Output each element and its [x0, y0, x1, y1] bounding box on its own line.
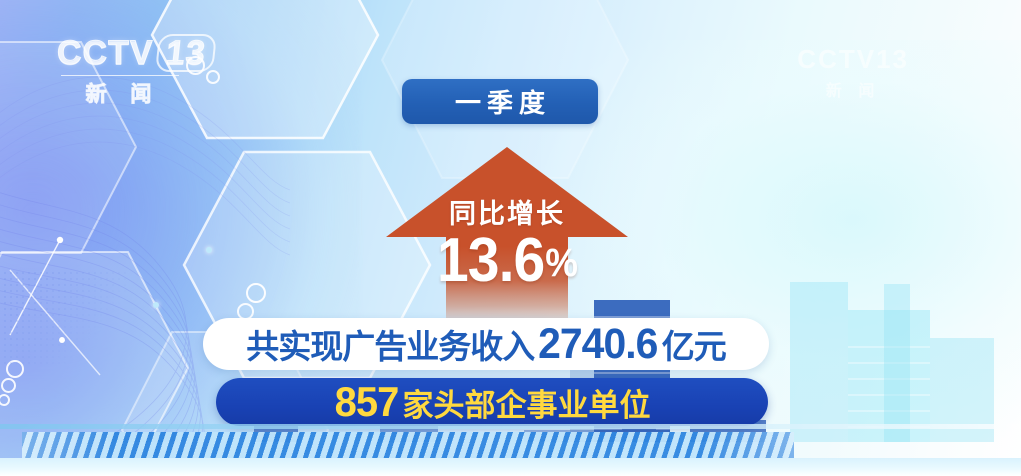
- building-pale-1: [790, 282, 848, 442]
- circle-decor-1: [6, 360, 24, 378]
- cctv-logo-wordmark: CCTV 13: [57, 34, 217, 73]
- dot-grid-texture: [0, 270, 126, 365]
- growth-value-unit: %: [545, 241, 578, 285]
- circle-decor-5: [206, 70, 220, 84]
- circle-chain-1: [246, 283, 266, 303]
- circle-decor-3: [0, 394, 10, 406]
- growth-value-number: 13.6: [436, 226, 545, 295]
- units-bar-content: 857 家头部企事业单位: [333, 378, 650, 426]
- cctv-logo-text: CCTV: [57, 34, 154, 72]
- striped-footer-fade: [22, 432, 794, 458]
- units-bar[interactable]: 857 家头部企事业单位: [216, 378, 768, 426]
- cctv-logo-subtitle: 新 闻: [85, 83, 161, 107]
- units-label: 家头部企事业单位: [402, 388, 651, 423]
- growth-arrow: [382, 143, 632, 328]
- building-pale-2: [848, 310, 930, 442]
- dot-decor-1: [206, 247, 212, 253]
- watermark-subtitle: 新 闻: [825, 83, 881, 100]
- cctv-logo: CCTV 13 新 闻: [57, 34, 217, 107]
- growth-value: 13.6%: [392, 228, 622, 293]
- watermark-text: CCTV13: [797, 44, 909, 74]
- revenue-number: 2740.6: [538, 319, 658, 368]
- cctv-logo-rule: [61, 75, 179, 76]
- footer-base-bar: [0, 458, 1021, 476]
- quarter-badge-label: 一季度: [454, 88, 551, 118]
- quarter-badge[interactable]: 一季度: [402, 79, 598, 124]
- growth-label: 同比增长: [382, 192, 632, 231]
- dot-decor-2: [153, 302, 159, 308]
- units-number: 857: [335, 378, 400, 425]
- revenue-bar-content: 共实现广告业务收入 2740.6 亿元: [246, 319, 727, 369]
- footer-accent-line: [0, 424, 1021, 429]
- revenue-suffix: 亿元: [661, 327, 727, 365]
- striped-footer-bar: [22, 432, 794, 458]
- revenue-bar[interactable]: 共实现广告业务收入 2740.6 亿元: [203, 318, 769, 370]
- cctv-logo-number: 13: [154, 34, 217, 73]
- growth-label-text: 同比增长: [449, 199, 565, 229]
- revenue-prefix: 共实现广告业务收入: [246, 327, 535, 365]
- circle-decor-2: [1, 378, 16, 393]
- cctv-watermark: CCTV13 新 闻: [797, 44, 909, 101]
- building-pale-3: [884, 284, 910, 442]
